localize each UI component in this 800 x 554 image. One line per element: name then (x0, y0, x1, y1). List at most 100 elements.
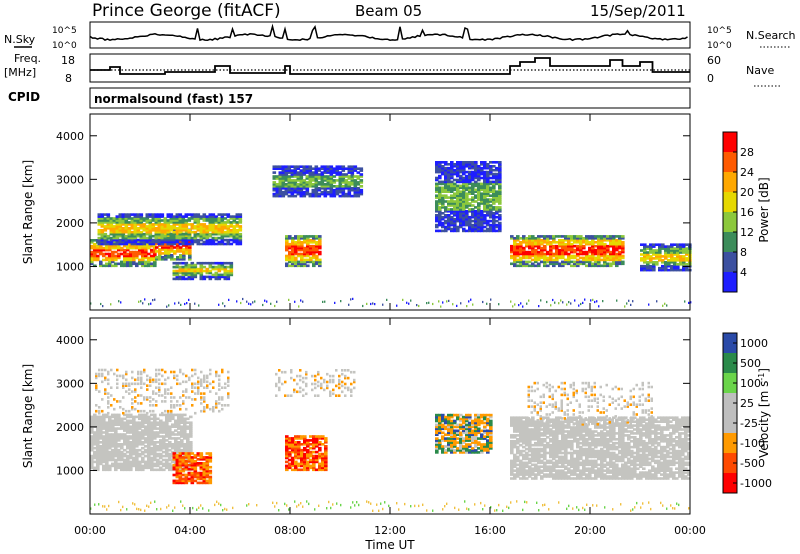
power-cell (133, 223, 138, 226)
power-cell (495, 180, 499, 184)
velocity-cell (90, 419, 94, 423)
velocity-cell (465, 437, 469, 440)
velocity-cell (159, 429, 163, 432)
power-cell (510, 300, 512, 303)
velocity-cell (153, 445, 157, 448)
power-cell (96, 248, 100, 252)
power-cell (172, 232, 177, 236)
power-cell (275, 167, 280, 170)
velocity-cell (108, 421, 112, 424)
velocity-cell (141, 464, 145, 468)
power-cell (127, 238, 132, 242)
power-cell (214, 215, 219, 218)
power-cell (193, 267, 198, 271)
velocity-cell (190, 471, 195, 475)
power-cell (226, 265, 231, 269)
velocity-cell (480, 437, 484, 440)
power-cell (187, 269, 192, 273)
velocity-cell (99, 437, 103, 440)
velocity-cell (114, 468, 118, 472)
power-cell (643, 243, 647, 246)
velocity-cell (435, 439, 439, 442)
power-cell (561, 248, 565, 252)
power-cell (459, 196, 463, 199)
velocity-cell (516, 426, 520, 429)
power-cell (570, 242, 574, 246)
power-cell (594, 262, 598, 266)
velocity-cell (459, 447, 463, 450)
power-cell (208, 213, 213, 216)
power-cell (124, 230, 129, 234)
power-cell (649, 257, 653, 260)
power-cell (516, 235, 520, 238)
power-cell (546, 250, 550, 254)
velocity-cell (483, 413, 487, 417)
velocity-cell (171, 413, 175, 417)
velocity-cell (510, 440, 514, 443)
power-cell (281, 185, 286, 188)
power-cell (480, 161, 484, 164)
power-cell (350, 167, 355, 170)
power-cell (462, 190, 466, 193)
power-cell (453, 184, 457, 188)
power-cell (609, 237, 613, 240)
power-cell (100, 302, 102, 306)
power-cell (293, 194, 298, 198)
velocity-cell (141, 437, 145, 440)
velocity-cell (181, 479, 186, 483)
power-cell (281, 167, 286, 170)
power-cell (106, 221, 111, 224)
velocity-cell (172, 479, 177, 483)
power-cell (184, 302, 186, 306)
power-cell (658, 266, 662, 270)
velocity-cell (108, 466, 112, 470)
power-cell (142, 238, 147, 242)
velocity-cell (102, 450, 106, 454)
velocity-cell (153, 437, 157, 440)
velocity-cell (513, 422, 517, 425)
velocity-cell (486, 443, 490, 446)
power-cell (477, 166, 481, 170)
power-cell (226, 275, 231, 279)
power-cell (453, 196, 457, 199)
power-cell (139, 223, 144, 226)
velocity-cell (132, 458, 136, 462)
power-cell (664, 264, 668, 268)
power-cell (187, 277, 192, 281)
power-cell (652, 261, 656, 264)
power-cell (486, 186, 490, 190)
power-cell (150, 262, 154, 266)
power-cell (196, 238, 201, 242)
velocity-cell (90, 417, 94, 421)
power-cell (456, 186, 460, 190)
power-cell (347, 188, 352, 192)
velocity-cell (102, 417, 106, 421)
power-cell (199, 267, 204, 271)
power-cell (570, 302, 572, 305)
power-cell (673, 261, 677, 264)
power-cell (311, 175, 316, 178)
power-cell (643, 251, 647, 254)
power-cell (223, 238, 228, 242)
velocity-cell (189, 448, 193, 452)
velocity-cell (99, 433, 103, 436)
velocity-cell (205, 463, 210, 467)
power-cell (344, 173, 349, 176)
velocity-cell (306, 462, 310, 466)
velocity-cell (150, 443, 154, 446)
power-cell (450, 168, 454, 172)
velocity-cell (516, 420, 520, 423)
power-cell (329, 183, 334, 186)
power-cell (148, 238, 153, 242)
power-cell (153, 250, 157, 254)
power-cell (187, 223, 192, 226)
velocity-cell (102, 445, 106, 448)
velocity-cell (543, 428, 547, 431)
power-cell (468, 182, 472, 186)
power-cell (356, 167, 361, 170)
power-cell (579, 246, 583, 250)
power-cell (154, 238, 159, 242)
power-cell (525, 237, 529, 240)
velocity-cell (489, 419, 493, 423)
velocity-cell (315, 450, 319, 454)
